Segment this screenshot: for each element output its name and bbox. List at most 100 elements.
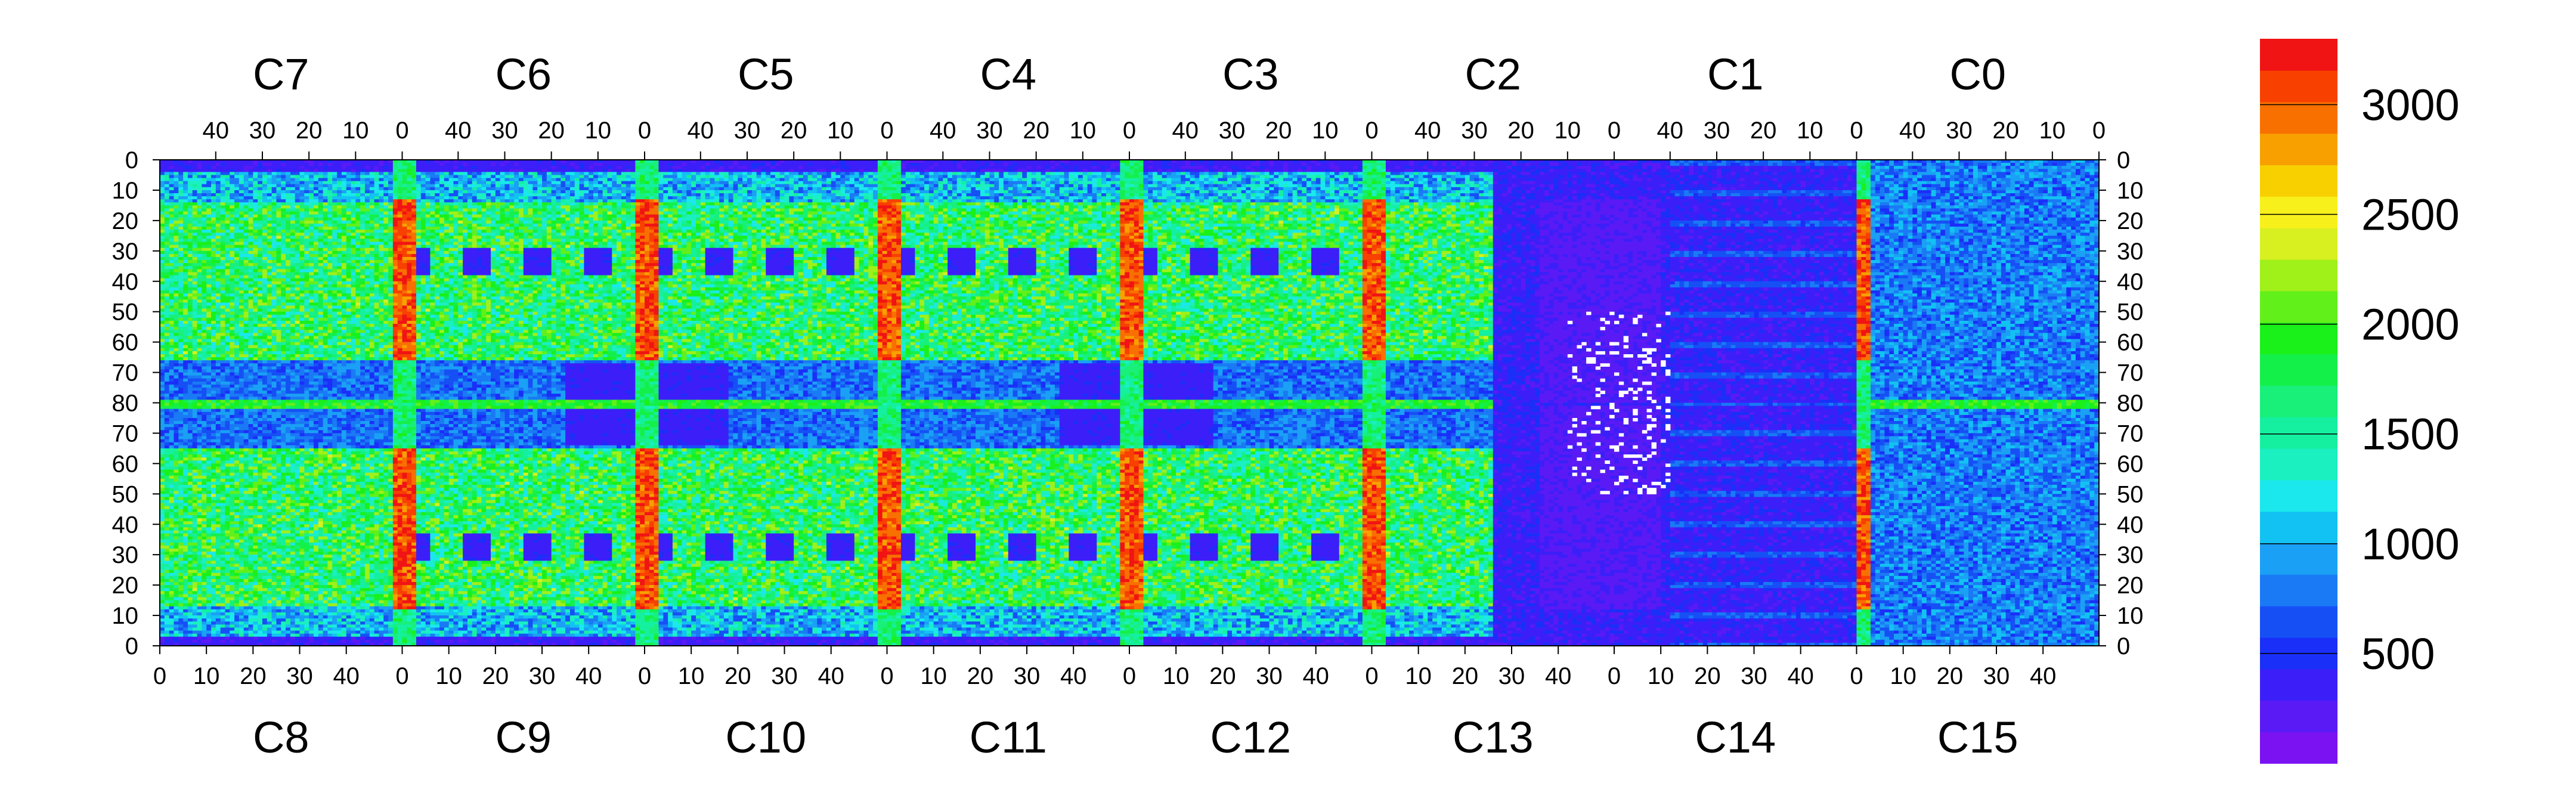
heatmap-cell (1297, 172, 1302, 175)
heatmap-cell (1218, 166, 1223, 169)
heatmap-cell (1498, 169, 1503, 172)
heatmap-cell (1008, 166, 1013, 169)
heatmap-cell (686, 175, 691, 178)
heatmap-cell (258, 172, 262, 175)
heatmap-cell (2085, 166, 2090, 169)
heatmap-cell (1283, 166, 1288, 169)
heatmap-cell (1167, 163, 1172, 166)
heatmap-cell (1036, 166, 1041, 169)
heatmap-cell (2034, 178, 2039, 182)
heatmap-cell (2061, 163, 2066, 166)
heatmap-cell (481, 166, 486, 169)
heatmap-cell (612, 166, 617, 169)
heatmap-cell (1064, 163, 1069, 166)
heatmap-cell (612, 169, 617, 172)
heatmap-cell (1787, 175, 1791, 178)
heatmap-cell (1027, 178, 1032, 182)
heatmap-cell (565, 175, 570, 178)
heatmap-cell (729, 175, 733, 178)
heatmap-cell (1381, 166, 1386, 169)
heatmap-cell (589, 163, 593, 166)
heatmap-cell (1707, 178, 1712, 182)
heatmap-cell (1512, 169, 1516, 172)
heatmap-cell (197, 163, 202, 166)
heatmap-cell (1950, 166, 1955, 169)
heatmap-cell (509, 166, 514, 169)
heatmap-cell (1176, 169, 1181, 172)
heatmap-cell (747, 175, 752, 178)
heatmap-cell (1712, 175, 1717, 178)
heatmap-cell (1255, 169, 1260, 172)
heatmap-cell (314, 178, 318, 182)
heatmap-cell (1493, 163, 1498, 166)
heatmap-cell (668, 178, 673, 182)
heatmap-cell (1209, 178, 1213, 182)
heatmap-cell (598, 163, 603, 166)
heatmap-cell (1097, 178, 1101, 182)
heatmap-cell (2071, 163, 2076, 166)
heatmap-cell (2071, 175, 2076, 178)
heatmap-cell (1581, 178, 1586, 182)
heatmap-cell (1036, 178, 1041, 182)
heatmap-cell (2029, 166, 2034, 169)
heatmap-cell (1857, 172, 1862, 175)
heatmap-cell (1521, 169, 1526, 172)
heatmap-cell (1148, 169, 1153, 172)
heatmap-cell (1525, 169, 1530, 172)
heatmap-cell (552, 169, 556, 172)
heatmap-cell (1922, 166, 1927, 169)
heatmap-cell (654, 175, 659, 178)
heatmap-cell (1940, 166, 1945, 169)
heatmap-cell (1111, 172, 1116, 175)
heatmap-cell (1358, 163, 1363, 166)
heatmap-cell (1288, 175, 1293, 178)
heatmap-cell (1190, 169, 1195, 172)
heatmap-cell (1260, 175, 1265, 178)
heatmap-cell (2066, 169, 2071, 172)
heatmap-cell (1278, 163, 1283, 166)
heatmap-cell (1670, 163, 1675, 166)
heatmap-cell (458, 172, 463, 175)
heatmap-cell (360, 169, 365, 172)
heatmap-cell (1250, 163, 1255, 166)
heatmap-cell (2006, 166, 2011, 169)
heatmap-cell (1735, 175, 1740, 178)
heatmap-cell (1568, 172, 1572, 175)
heatmap-cell (1246, 166, 1250, 169)
heatmap-cell (1619, 175, 1624, 178)
heatmap-cell (1022, 169, 1027, 172)
heatmap-cell (1983, 172, 1987, 175)
heatmap-cell (314, 169, 318, 172)
heatmap-cell (1889, 163, 1894, 166)
heatmap-cell (174, 178, 178, 182)
heatmap-cell (1162, 175, 1167, 178)
heatmap-cell (789, 175, 794, 178)
heatmap-cell (1773, 175, 1778, 178)
heatmap-cell (1083, 169, 1088, 172)
heatmap-cell (976, 166, 980, 169)
heatmap-cell (1064, 178, 1069, 182)
heatmap-cell (1227, 166, 1232, 169)
heatmap-cell (1022, 172, 1027, 175)
heatmap-cell (2001, 175, 2006, 178)
heatmap-cell (1875, 163, 1880, 166)
heatmap-cell (1815, 172, 1819, 175)
heatmap-cell (1330, 178, 1335, 182)
heatmap-cell (617, 169, 621, 172)
heatmap-cell (1306, 169, 1311, 172)
heatmap-cell (840, 178, 845, 182)
heatmap-cell (221, 166, 225, 169)
heatmap-cell (290, 166, 295, 169)
heatmap-cell (1787, 169, 1791, 172)
heatmap-cell (1246, 169, 1250, 172)
heatmap-cell (1106, 169, 1111, 172)
heatmap-cell (496, 175, 500, 178)
heatmap-cell (1194, 166, 1199, 169)
heatmap-cell (304, 169, 309, 172)
heatmap-cell (365, 166, 370, 169)
heatmap-cell (1484, 169, 1488, 172)
heatmap-cell (757, 178, 761, 182)
heatmap-cell (901, 169, 906, 172)
heatmap-cell (1596, 169, 1600, 172)
heatmap-cell (1917, 175, 1922, 178)
